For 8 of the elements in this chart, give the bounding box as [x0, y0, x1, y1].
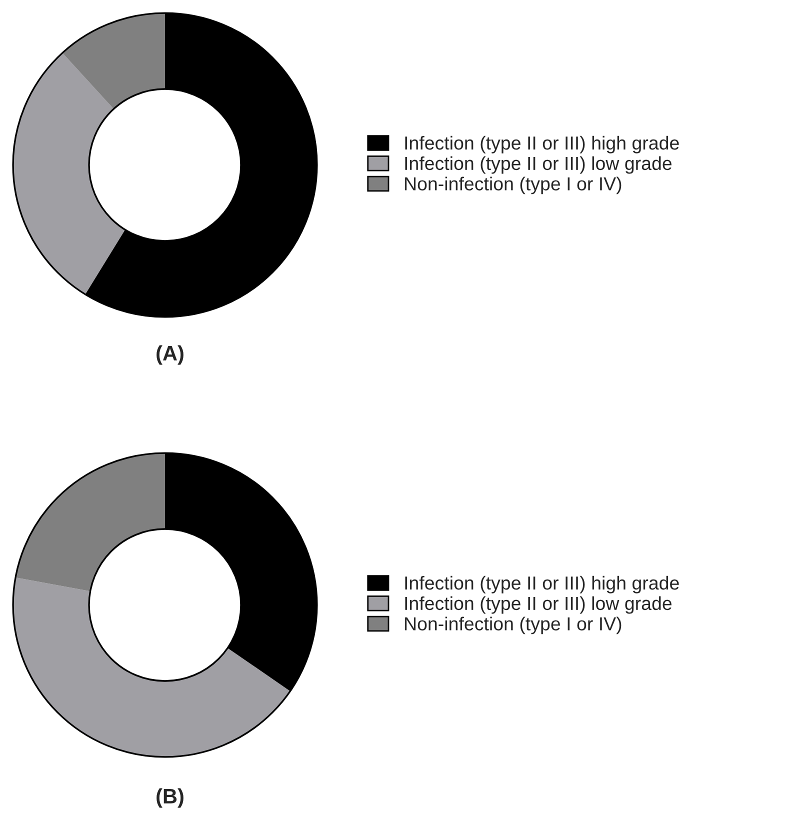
text: (A) — [156, 345, 184, 365]
text: (B) — [156, 788, 184, 808]
legend-label: Infection (type II or III) low grade — [405, 596, 672, 614]
legend-label: Non-infection (type I or IV) — [405, 616, 622, 634]
legend-label: Infection (type II or III) low grade — [405, 156, 672, 174]
legend-label: Infection (type II or III) high grade — [405, 136, 679, 154]
legend-label: Non-infection (type I or IV) — [405, 176, 622, 194]
legend-label: Infection (type II or III) high grade — [405, 576, 679, 594]
